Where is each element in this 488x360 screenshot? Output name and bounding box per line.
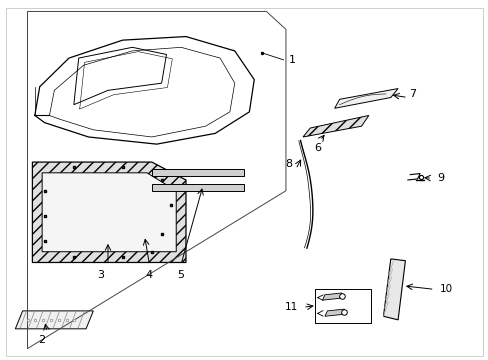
Text: 8: 8 (284, 159, 291, 169)
Text: 4: 4 (145, 270, 153, 280)
Text: 2: 2 (39, 334, 45, 345)
Polygon shape (383, 259, 405, 320)
Polygon shape (32, 162, 185, 262)
Polygon shape (152, 184, 244, 191)
Polygon shape (74, 47, 166, 105)
Text: 3: 3 (97, 270, 104, 280)
Polygon shape (325, 309, 344, 316)
Polygon shape (303, 116, 368, 137)
Text: 7: 7 (408, 89, 415, 99)
Polygon shape (334, 89, 397, 108)
Text: 11: 11 (285, 302, 298, 312)
Text: 1: 1 (288, 55, 295, 65)
Text: 9: 9 (436, 173, 443, 183)
Polygon shape (322, 293, 341, 300)
Text: 10: 10 (439, 284, 452, 294)
Text: 6: 6 (313, 143, 321, 153)
FancyBboxPatch shape (5, 8, 483, 356)
Text: 5: 5 (177, 270, 184, 280)
Polygon shape (15, 311, 93, 329)
Polygon shape (42, 173, 176, 252)
Polygon shape (152, 169, 244, 176)
